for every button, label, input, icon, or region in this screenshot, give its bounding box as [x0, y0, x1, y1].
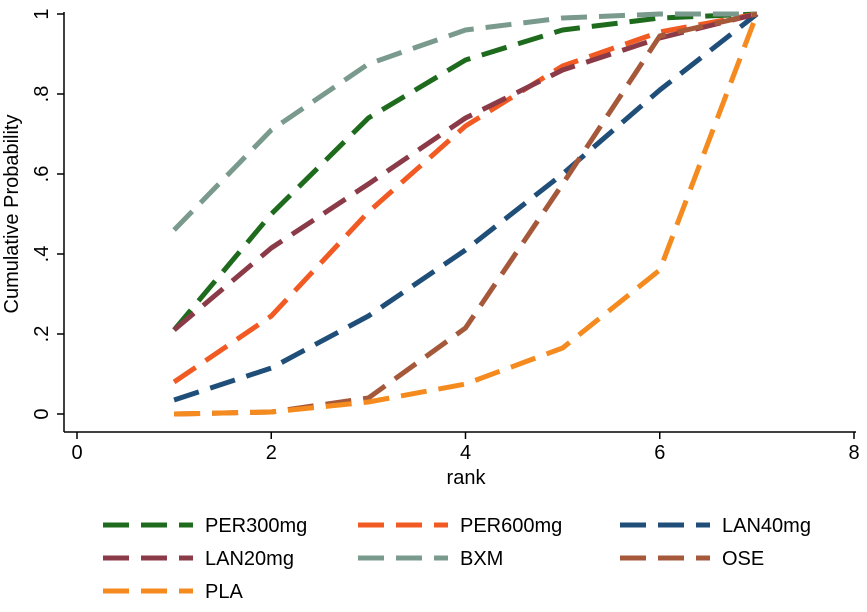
axes: 0 2 4 6 8 0 .2 .4 .6 .8 1 [31, 8, 860, 464]
legend-item-bxm: BXM [358, 548, 503, 570]
plot-area [172, 11, 760, 417]
x-tick-label: 2 [266, 442, 277, 464]
x-tick-label: 4 [460, 442, 471, 464]
y-tick-label: 1 [31, 8, 53, 19]
series-line-bxm [172, 11, 757, 232]
legend-label: OSE [722, 548, 764, 570]
series-line-per300mg [172, 11, 758, 332]
y-axis-title: Cumulative Probability [1, 115, 23, 314]
legend-item-pla: PLA [103, 581, 243, 603]
series-line-pla [174, 13, 760, 417]
legend-label: PER600mg [460, 515, 562, 537]
legend-label: BXM [460, 548, 503, 570]
x-tick-label: 8 [848, 442, 859, 464]
legend-item-ose: OSE [620, 548, 764, 570]
y-tick-label: .4 [31, 246, 53, 263]
x-tick-label: 6 [654, 442, 665, 464]
legend-item-per600mg: PER600mg [358, 515, 562, 537]
legend-item-per300mg: PER300mg [103, 515, 307, 537]
legend-item-lan40mg: LAN40mg [620, 515, 811, 537]
x-tick-label: 0 [71, 442, 82, 464]
y-tick-label: .6 [31, 166, 53, 183]
legend-label: PLA [205, 581, 243, 603]
legend-label: LAN20mg [205, 548, 294, 570]
x-axis-title: rank [447, 467, 487, 489]
series-line-per600mg [172, 11, 758, 385]
legend: PER300mg PER600mg LAN40mg LAN20mg BXM OSE PLA [103, 515, 811, 603]
y-tick-label: 0 [31, 408, 53, 419]
series-line-lan40mg [173, 12, 759, 403]
y-tick-label: .2 [31, 326, 53, 343]
legend-label: LAN40mg [722, 515, 811, 537]
legend-label: PER300mg [205, 515, 307, 537]
series-line-ose [174, 11, 758, 417]
y-tick-label: .8 [31, 86, 53, 103]
legend-item-lan20mg: LAN20mg [103, 548, 294, 570]
